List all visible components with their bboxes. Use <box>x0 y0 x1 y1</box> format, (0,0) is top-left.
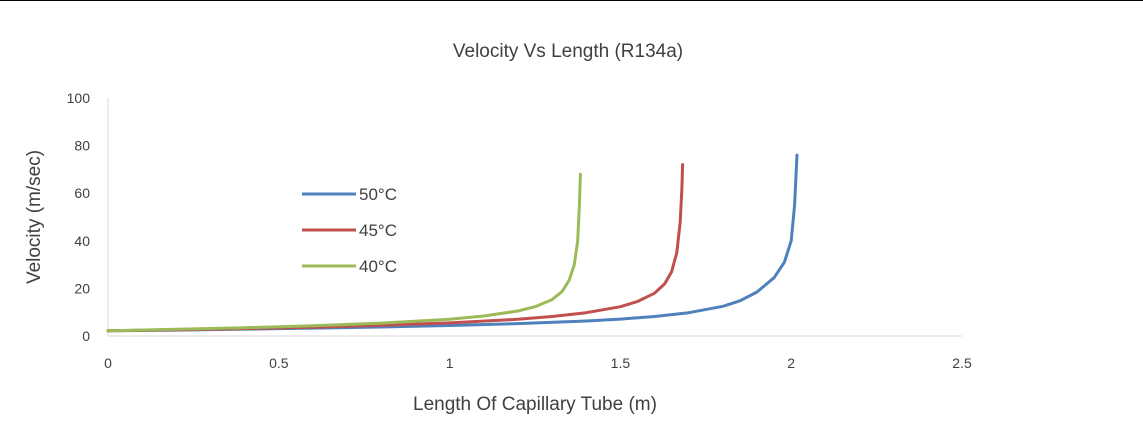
x-tick-label: 0.5 <box>269 355 289 371</box>
x-axis-title: Length Of Capillary Tube (m) <box>413 394 657 415</box>
legend: 50°C 45°C 40°C <box>302 185 397 276</box>
series-line-2 <box>106 172 582 333</box>
x-tick-label: 2 <box>787 355 795 371</box>
y-axis-title: Velocity (m/sec) <box>24 150 45 284</box>
legend-label: 45°C <box>359 221 397 240</box>
y-tick-label: 20 <box>74 280 90 296</box>
chart-title: Velocity Vs Length (R134a) <box>453 41 683 62</box>
y-tick-labels: 0 20 40 60 80 100 <box>67 90 91 344</box>
x-tick-label: 1.5 <box>611 355 631 371</box>
x-tick-labels: 0 0.5 1 1.5 2 2.5 <box>104 355 972 371</box>
series-lines <box>106 153 799 333</box>
y-tick-label: 100 <box>67 90 91 106</box>
y-tick-label: 0 <box>82 328 90 344</box>
y-tick-label: 80 <box>74 138 90 154</box>
legend-label: 50°C <box>359 185 397 204</box>
y-tick-label: 40 <box>74 233 90 249</box>
x-tick-label: 2.5 <box>952 355 972 371</box>
series-line-0 <box>106 153 799 333</box>
x-tick-label: 0 <box>104 355 112 371</box>
y-tick-label: 60 <box>74 185 90 201</box>
x-tick-label: 1 <box>446 355 454 371</box>
legend-label: 40°C <box>359 257 397 276</box>
